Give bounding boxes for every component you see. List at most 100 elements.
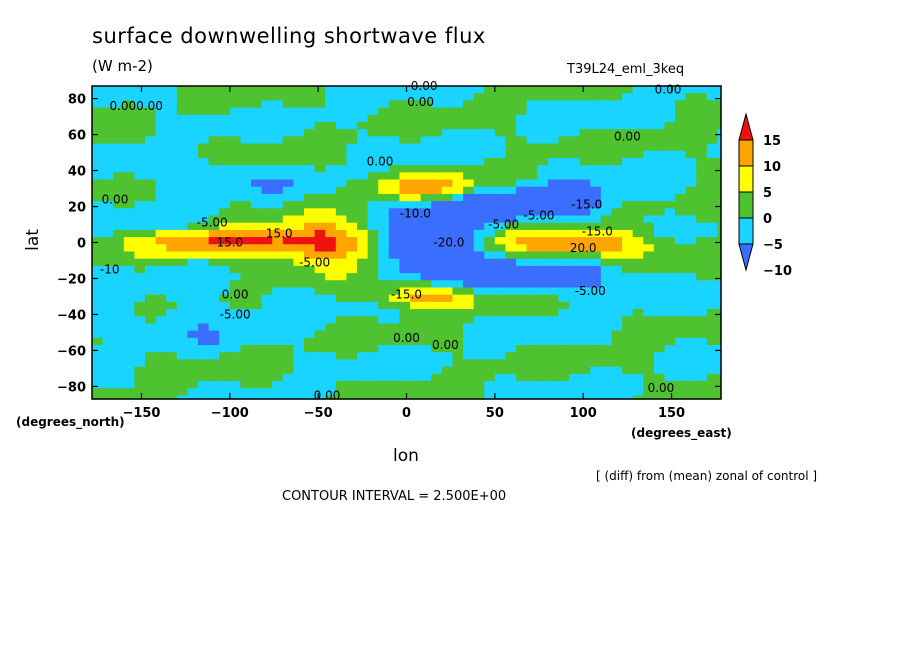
field-cell: [325, 251, 337, 260]
field-cell: [261, 280, 273, 289]
field-cell: [505, 352, 517, 361]
field-cell: [410, 229, 422, 238]
field-cell: [611, 316, 623, 325]
field-cell: [145, 215, 157, 224]
field-cell: [494, 150, 507, 159]
field-cell: [431, 373, 443, 382]
field-cell: [272, 301, 284, 310]
field-cell: [378, 366, 390, 375]
field-cell: [420, 309, 432, 317]
field-cell: [526, 280, 538, 289]
field-cell: [346, 294, 358, 303]
field-cell: [314, 229, 326, 238]
field-cell: [600, 280, 613, 289]
field-cell: [388, 309, 401, 317]
field-cell: [123, 280, 136, 289]
field-cell: [155, 381, 167, 389]
field-cell: [420, 287, 432, 296]
field-cell: [558, 258, 570, 267]
field-cell: [420, 179, 432, 188]
field-cell: [367, 201, 379, 209]
field-cell: [653, 237, 666, 245]
field-cell: [229, 381, 242, 389]
field-cell: [282, 316, 295, 325]
field-cell: [600, 345, 613, 353]
field-cell: [537, 129, 549, 137]
field-cell: [166, 258, 178, 267]
field-cell: [219, 172, 231, 181]
field-cell: [558, 229, 570, 238]
field-cell: [272, 366, 284, 375]
field-cell: [590, 165, 602, 173]
field-cell: [293, 229, 305, 238]
field-cell: [600, 172, 613, 181]
field-cell: [134, 280, 146, 289]
field-cell: [441, 301, 454, 310]
field-cell: [335, 359, 348, 368]
field-cell: [643, 301, 655, 310]
field-cell: [537, 366, 549, 375]
field-cell: [706, 373, 719, 382]
field-cell: [367, 157, 379, 166]
field-cell: [452, 330, 464, 339]
field-cell: [569, 287, 581, 296]
field-cell: [484, 294, 496, 303]
field-cell: [251, 93, 263, 101]
field-cell: [240, 136, 252, 145]
field-cell: [399, 107, 411, 116]
field-cell: [92, 114, 104, 123]
field-cell: [696, 381, 708, 389]
field-cell: [441, 143, 454, 152]
field-cell: [473, 93, 485, 101]
field-cell: [145, 222, 157, 231]
field-cell: [102, 280, 114, 289]
field-cell: [463, 237, 475, 245]
field-cell: [145, 345, 157, 353]
field-cell: [505, 86, 517, 94]
field-cell: [643, 150, 655, 159]
field-cell: [293, 388, 305, 397]
field-cell: [335, 294, 348, 303]
field-cell: [123, 345, 136, 353]
field-cell: [282, 172, 295, 181]
field-cell: [240, 114, 252, 123]
field-cell: [357, 150, 369, 159]
field-cell: [643, 215, 655, 224]
field-cell: [410, 215, 422, 224]
field-cell: [569, 157, 581, 166]
field-cell: [484, 309, 496, 317]
field-cell: [516, 136, 528, 145]
field-cell: [367, 381, 379, 389]
field-cell: [272, 165, 284, 173]
field-cell: [431, 366, 443, 375]
field-cell: [526, 345, 538, 353]
field-cell: [526, 323, 538, 332]
field-cell: [558, 93, 570, 101]
field-cell: [113, 388, 125, 397]
field-cell: [463, 143, 475, 152]
field-cell: [261, 193, 273, 202]
field-cell: [685, 193, 697, 202]
field-cell: [622, 107, 634, 116]
field-cell: [399, 287, 411, 296]
field-cell: [643, 359, 655, 368]
field-cell: [463, 179, 475, 188]
field-cell: [145, 201, 157, 209]
field-cell: [176, 323, 189, 332]
field-cell: [622, 359, 634, 368]
field-cell: [696, 330, 708, 339]
field-cell: [473, 208, 485, 217]
field-cell: [653, 193, 666, 202]
field-cell: [219, 121, 231, 130]
field-cell: [516, 114, 528, 123]
field-cell: [579, 107, 591, 116]
field-cell: [653, 316, 666, 325]
field-cell: [431, 244, 443, 253]
field-cell: [325, 345, 337, 353]
field-cell: [346, 316, 358, 325]
field-cell: [505, 323, 517, 332]
field-cell: [176, 222, 189, 231]
field-cell: [134, 287, 146, 296]
field-cell: [516, 395, 528, 400]
field-cell: [134, 86, 146, 94]
